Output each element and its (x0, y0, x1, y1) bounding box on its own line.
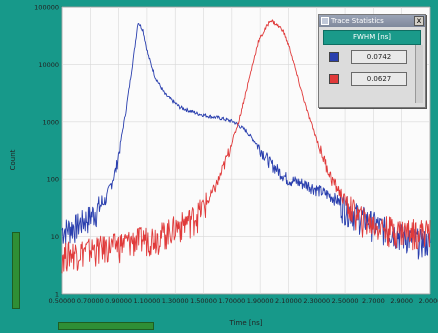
x-tick-label: 2.50000 (332, 297, 359, 305)
trace-statistics-panel[interactable]: Trace Statistics x FWHM [ns] 0.0742 0.06… (318, 14, 426, 108)
x-tick-label: 1.50000 (190, 297, 217, 305)
x-tick-label: 0.50000 (49, 297, 76, 305)
red-swatch (329, 74, 339, 84)
x-tick-label: 2.30000 (303, 297, 330, 305)
fwhm-value-blue: 0.0742 (351, 50, 407, 64)
panel-scrollbar[interactable] (415, 45, 423, 103)
panel-titlebar[interactable]: Trace Statistics x (319, 15, 425, 27)
grid (61, 6, 431, 295)
blue-series-line (61, 23, 431, 260)
y-tick-label: 1 (55, 291, 59, 299)
x-tick-label: 1.70000 (218, 297, 245, 305)
panel-title: Trace Statistics (331, 17, 384, 25)
vertical-zoom-slider[interactable] (12, 232, 20, 309)
y-tick-label: 100 (47, 176, 59, 184)
close-icon[interactable]: x (414, 16, 424, 26)
y-tick-label: 100000 (34, 4, 59, 12)
x-tick-label: 1.30000 (162, 297, 189, 305)
fwhm-header: FWHM [ns] (323, 30, 421, 45)
x-ticks: 0.50000 0.70000 0.90000 1.10000 1.30000 1.500… (49, 297, 438, 305)
blue-swatch (329, 52, 339, 62)
x-tick-label: 2.10000 (275, 297, 302, 305)
x-tick-label: 1.90000 (247, 297, 274, 305)
series-layer (61, 19, 431, 274)
x-tick-label: 1.10000 (133, 297, 160, 305)
y-tick-label: 1000 (42, 118, 59, 126)
x-tick-label: 0.70000 (77, 297, 104, 305)
x-tick-label: 2.7000 (362, 297, 385, 305)
y-tick-label: 10000 (38, 61, 59, 69)
window-icon (321, 17, 329, 25)
y-axis-title: Count (9, 149, 17, 170)
horizontal-zoom-slider[interactable] (58, 322, 154, 330)
x-tick-label: 2.0000 (419, 297, 438, 305)
y-tick-label: 10 (51, 233, 59, 241)
legend-row-red: 0.0627 (319, 71, 425, 89)
x-axis-title: Time [ns] (229, 319, 263, 327)
x-tick-label: 0.90000 (105, 297, 132, 305)
red-series-line (61, 19, 431, 274)
legend-row-blue: 0.0742 (319, 49, 425, 67)
x-tick-label: 2.9000 (390, 297, 413, 305)
fwhm-value-red: 0.0627 (351, 72, 407, 86)
y-ticks: 100000 10000 1000 100 10 1 (34, 4, 59, 299)
